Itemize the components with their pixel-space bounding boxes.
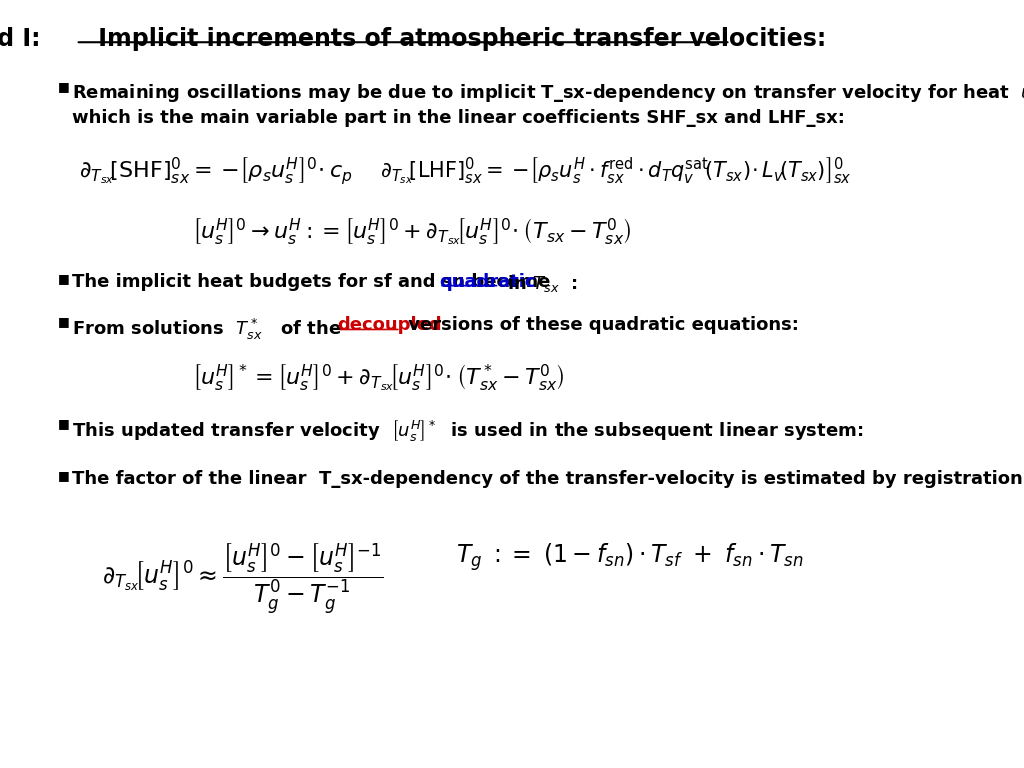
Text: which is the main variable part in the linear coefficients SHF_sx and LHF_sx:: which is the main variable part in the l… (72, 109, 845, 127)
Text: $T_g\ :=\ \left(1 - f_{sn}\right)\cdot T_{sf}\ +\ f_{sn}\cdot T_{sn}$: $T_g\ :=\ \left(1 - f_{sn}\right)\cdot T… (456, 541, 803, 573)
Text: $\left[u_s^H\right]^0 \to u_s^H := \left[u_s^H\right]^0 + \partial_{T_{sx}}\!\le: $\left[u_s^H\right]^0 \to u_s^H := \left… (193, 217, 632, 247)
Text: decoupled: decoupled (338, 316, 442, 334)
Text: versions of these quadratic equations:: versions of these quadratic equations: (401, 316, 799, 334)
Text: This updated transfer velocity  $\left[u_s^H\right]^*$  is used in the subsequen: This updated transfer velocity $\left[u_… (72, 419, 863, 444)
Text: $\partial_{T_{sx}}\!\left[u_s^H\right]^0 \approx \dfrac{\left[u_s^H\right]^0 - \: $\partial_{T_{sx}}\!\left[u_s^H\right]^0… (102, 541, 384, 617)
Text: $\partial_{T_{sx}}\!\left[\mathrm{LHF}\right]^0_{sx} = -\!\left[\rho_s u_s^H \cd: $\partial_{T_{sx}}\!\left[\mathrm{LHF}\r… (381, 155, 852, 186)
Text: quadratic: quadratic (439, 273, 536, 290)
Text: $\left[u_s^H\right]^* = \left[u_s^H\right]^0 + \partial_{T_{sx}}\!\left[u_s^H\ri: $\left[u_s^H\right]^* = \left[u_s^H\righ… (193, 362, 565, 393)
Text: From solutions  $T_{sx}^*$   of the: From solutions $T_{sx}^*$ of the (72, 316, 342, 342)
Text: $\blacksquare$: $\blacksquare$ (57, 81, 70, 94)
Text: $\blacksquare$: $\blacksquare$ (57, 273, 70, 286)
Text: Remaining oscillations may be due to implicit T_sx-dependency on transfer veloci: Remaining oscillations may be due to imp… (72, 81, 1024, 106)
Text: $\blacksquare$: $\blacksquare$ (57, 419, 70, 432)
Text: The factor of the linear  T_sx-dependency of the transfer-velocity is estimated : The factor of the linear T_sx-dependency… (72, 470, 1024, 488)
Text: $\blacksquare$: $\blacksquare$ (57, 470, 70, 484)
Text: Ad I:       Implicit increments of atmospheric transfer velocities:: Ad I: Implicit increments of atmospheric… (0, 27, 826, 51)
Text: in $T_{sx}$  :: in $T_{sx}$ : (501, 273, 578, 293)
Text: $\partial_{T_{sx}}\!\left[\mathrm{SHF}\right]^0_{sx} = -\!\left[\rho_s u_s^H\rig: $\partial_{T_{sx}}\!\left[\mathrm{SHF}\r… (80, 155, 353, 187)
Text: $\blacksquare$: $\blacksquare$ (57, 316, 70, 330)
Text: The implicit heat budgets for sf and sn become: The implicit heat budgets for sf and sn … (72, 273, 557, 290)
